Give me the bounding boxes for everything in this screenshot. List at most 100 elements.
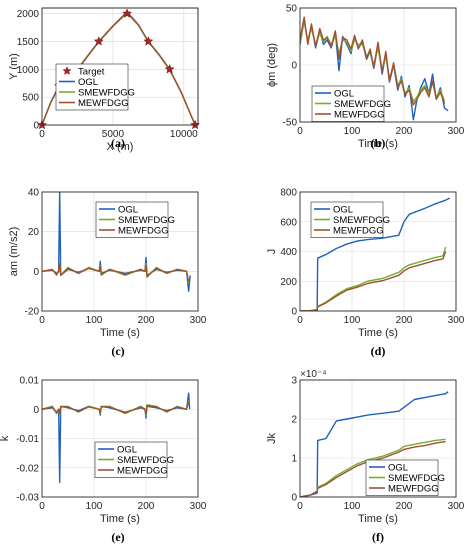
x-tick-label: 200	[396, 315, 413, 326]
legend-label: SMEWFDGG	[117, 455, 174, 466]
y-axis-label: Y (m)	[8, 53, 20, 80]
x-tick-label: 0	[297, 501, 303, 512]
plot-border	[41, 7, 199, 126]
y-tick-label: 1500	[17, 37, 40, 48]
legend-label: Target	[78, 66, 105, 77]
x-tick-label: 5000	[102, 129, 125, 140]
y-tick-label: 500	[22, 93, 39, 104]
x-tick-label: 0	[39, 315, 45, 326]
panel-caption: (a)	[111, 136, 125, 150]
y-tick-label: 0	[33, 405, 39, 416]
series-group	[300, 391, 449, 497]
series-line-mewfdgg	[300, 251, 447, 311]
y-tick-label: -50	[283, 118, 298, 129]
x-tick-label: 200	[138, 315, 155, 326]
x-tick-label: 0	[297, 315, 303, 326]
legend-label: MEWFDGG	[334, 109, 385, 120]
series-group	[42, 392, 191, 484]
x-tick-label: 200	[396, 126, 413, 137]
series-line-mewfdgg	[42, 262, 190, 282]
series-group	[300, 16, 449, 121]
x-tick-label: 100	[86, 501, 103, 512]
y-tick-label: 0	[33, 121, 39, 132]
x-axis-label: Time (s)	[100, 327, 140, 339]
legend-swatch-target	[62, 66, 72, 75]
y-tick-label: -0.02	[16, 463, 39, 474]
panel-caption: (b)	[371, 136, 386, 150]
x-tick-label: 300	[190, 315, 207, 326]
plot-border	[41, 191, 199, 312]
y-tick-label: 400	[280, 247, 297, 258]
y-tick-label: 40	[28, 188, 40, 199]
y-tick-label: -0.03	[16, 493, 39, 504]
y-axis-label: Jk	[266, 433, 278, 445]
y-tick-label: 50	[286, 4, 298, 15]
y-tick-label: 2	[291, 415, 297, 426]
x-tick-label: 300	[190, 501, 207, 512]
x-tick-label: 300	[448, 501, 465, 512]
series-group	[42, 192, 191, 292]
legend-label: MEWFDGG	[118, 225, 169, 236]
y-tick-label: 2000	[17, 9, 40, 20]
chart-a: 0 5000 10000 0 500 1000 1500 2000 X (m) Y (m) (a) T…	[8, 7, 201, 153]
x-tick-label: 200	[396, 501, 413, 512]
legend-label: OGL	[333, 204, 353, 215]
target-point	[190, 119, 201, 130]
legend-label: OGL	[388, 462, 408, 473]
panel-caption: (f)	[372, 530, 384, 544]
legend-label: OGL	[334, 88, 354, 99]
panel-caption: (d)	[371, 344, 386, 358]
legend-label: MEWFDGG	[333, 225, 384, 236]
plot-border	[299, 379, 457, 498]
target-point	[164, 64, 175, 74]
legend-box	[94, 441, 168, 478]
x-tick-label: 300	[448, 126, 465, 137]
target-point	[93, 36, 104, 46]
legend-label: MEWFDGG	[388, 483, 439, 494]
y-axis-label: am (m/s2)	[8, 227, 20, 277]
target-point	[122, 8, 133, 18]
y-tick-label: 0	[291, 307, 297, 318]
x-tick-label: 200	[138, 501, 155, 512]
panel-caption: (c)	[111, 344, 124, 358]
legend-label: OGL	[117, 444, 137, 455]
series-line-mewfdgg	[42, 401, 190, 415]
legend-label: MEWFDGG	[78, 98, 129, 109]
y-axis-label: J	[266, 249, 278, 255]
legend-label: SMEWFDGG	[334, 99, 391, 110]
x-tick-label: 0	[39, 501, 45, 512]
x-tick-label: 10000	[170, 129, 198, 140]
x-tick-label: 100	[344, 501, 361, 512]
y-tick-label: -20	[25, 307, 40, 318]
y-tick-label: 0	[33, 267, 39, 278]
y-tick-label: 0	[291, 61, 297, 72]
y-tick-label: 0.01	[20, 376, 40, 387]
x-tick-label: 100	[344, 126, 361, 137]
y-exponent-label: ×10⁻⁴	[300, 369, 327, 380]
y-tick-label: 1000	[17, 65, 40, 76]
y-axis-label: ϕm (deg)	[266, 43, 278, 87]
y-axis-label: k	[0, 435, 11, 441]
y-tick-label: 0	[291, 493, 297, 504]
legend-label: OGL	[78, 77, 98, 88]
plot-border	[41, 379, 199, 498]
x-tick-label: 0	[297, 126, 303, 137]
series-line-ogl	[300, 18, 449, 121]
chart-d: 0 100 200 300 0 200 400 600 800 Time (s) J (d) OGLSM…	[266, 188, 465, 359]
legend-label: SMEWFDGG	[118, 215, 175, 226]
series-line-ogl	[300, 391, 449, 497]
series-line-mewfdgg	[300, 440, 446, 497]
chart-e: 0 100 200 300 -0.03 -0.02 -0.01 0 0.01 Time (s) k (…	[0, 376, 207, 545]
y-tick-label: 800	[280, 188, 297, 199]
x-tick-label: 100	[344, 315, 361, 326]
plot-border	[299, 191, 457, 312]
y-tick-label: -0.01	[16, 434, 39, 445]
